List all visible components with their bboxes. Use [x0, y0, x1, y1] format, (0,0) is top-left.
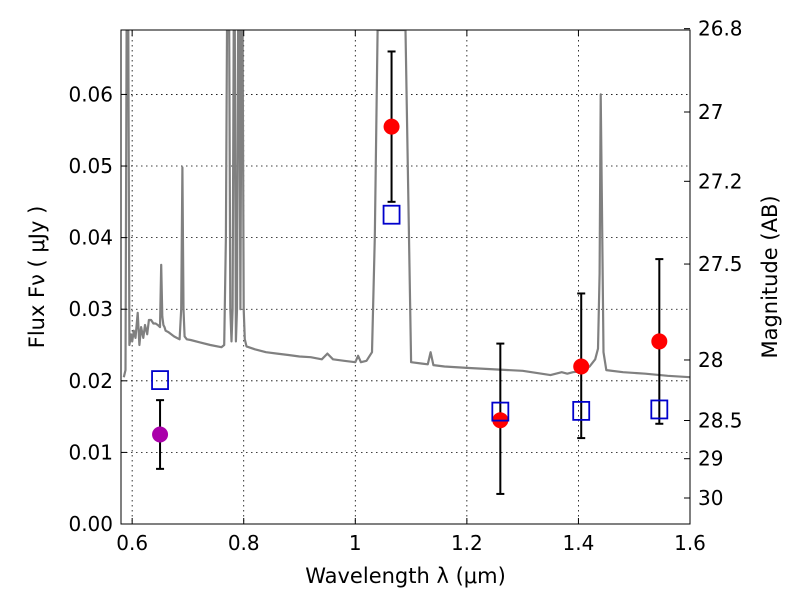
- model-point: [572, 400, 591, 421]
- x-tick-label: 1.6: [674, 531, 706, 555]
- right-tick-label: 28.5: [698, 409, 743, 433]
- plot-frame: [120, 29, 691, 525]
- data-point: [573, 358, 590, 375]
- x-axis-title: Wavelength λ (μm): [305, 564, 506, 588]
- spectrum-layer: [122, 30, 690, 379]
- data-point: [152, 426, 169, 443]
- y-tick-label: 0.06: [68, 82, 113, 106]
- y-tick-label: 0.01: [68, 440, 113, 464]
- x-tick-label: 1: [349, 531, 362, 555]
- model-point: [650, 399, 669, 420]
- right-tick-label: 27.5: [698, 252, 743, 276]
- points-layer: [151, 50, 669, 495]
- spectrum-line: [122, 30, 690, 379]
- right-tick-label: 27: [698, 100, 723, 124]
- model-point: [491, 401, 510, 422]
- right-tick-label: 26.8: [698, 17, 743, 41]
- model-point: [151, 370, 169, 390]
- y-axis-title: Flux Fν ( μJy ): [25, 206, 49, 349]
- x-tick-label: 1.2: [451, 531, 483, 555]
- y-tick-label: 0.05: [68, 154, 113, 178]
- right-tick-label: 27.2: [698, 169, 743, 193]
- y-tick-label: 0.03: [68, 297, 113, 321]
- right-tick-label: 29: [698, 447, 723, 471]
- y-tick-label: 0.04: [68, 226, 113, 250]
- grid: [121, 30, 691, 525]
- x-tick-label: 0.6: [116, 531, 148, 555]
- y-tick-label: 0.02: [68, 369, 113, 393]
- right-tick-label: 28: [698, 348, 723, 372]
- y-tick-label: 0.00: [68, 512, 113, 536]
- x-tick-label: 0.8: [228, 531, 260, 555]
- data-point: [651, 333, 668, 350]
- right-axis-title: Magnitude (AB): [758, 195, 782, 358]
- labels-layer: 0.6 0.8 1 1.2 1.4 1.6 0.00 0.01 0.02 0.03 0.04 0.05…: [68, 17, 742, 555]
- right-tick-label: 30: [698, 486, 723, 510]
- x-tick-label: 1.4: [563, 531, 595, 555]
- model-point: [382, 204, 401, 225]
- data-point: [383, 118, 400, 135]
- ticks-layer: [121, 28, 691, 525]
